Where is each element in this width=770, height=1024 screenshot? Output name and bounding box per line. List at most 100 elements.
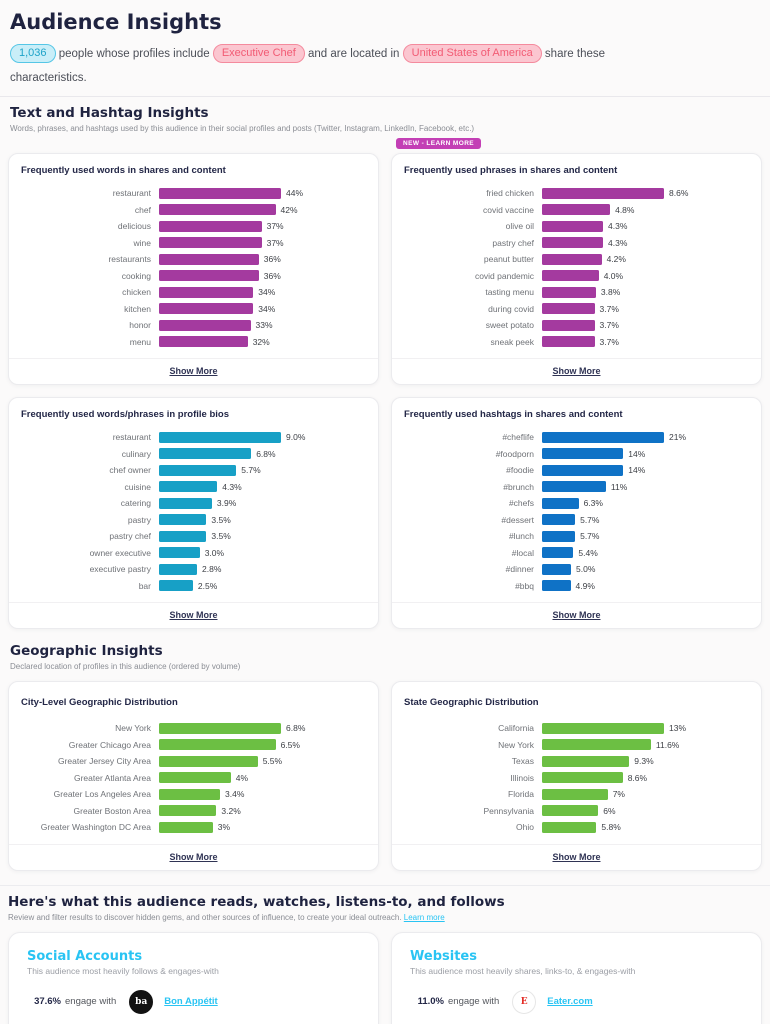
bar-category-label: pastry <box>127 514 151 525</box>
chart-row: #brunch 11% <box>404 479 749 496</box>
chart-row: honor 33% <box>21 317 366 334</box>
chart-row: Greater Washington DC Area 3% <box>21 819 366 836</box>
account-avatar-icon: ba <box>129 989 154 1014</box>
bar-category-label: #bbq <box>515 580 534 591</box>
bar-category-label: tasting menu <box>485 287 534 298</box>
state-chart: California 13% New York 11.6% Texas 9.3% Illin… <box>404 720 749 836</box>
bar <box>159 220 262 232</box>
bar-category-label: #dessert <box>501 514 534 525</box>
bar-category-label: covid vaccine <box>482 204 534 215</box>
bar <box>542 448 624 460</box>
section-geographic: Geographic Insights Declared location of… <box>10 643 762 671</box>
section-title-influence: Here's what this audience reads, watches… <box>8 893 505 910</box>
chart-row: pastry chef 4.3% <box>404 235 749 252</box>
bar-value-label: 3.4% <box>225 789 245 800</box>
bar-category-label: #brunch <box>503 481 534 492</box>
bar-value-label: 4.3% <box>608 237 628 248</box>
location-pill: United States of America <box>402 44 542 63</box>
bar <box>542 431 664 443</box>
bar-category-label: bar <box>138 580 151 591</box>
bar-value-label: 36% <box>263 270 281 281</box>
bar-category-label: chicken <box>122 287 151 298</box>
bar-category-label: Ohio <box>516 822 534 833</box>
show-more-link[interactable]: Show More <box>169 366 218 376</box>
bar <box>159 805 217 817</box>
engage-row: 11.0% engage with E Eater.com <box>410 989 743 1014</box>
bar-category-label: owner executive <box>89 547 151 558</box>
chart-row: #local 5.4% <box>404 545 749 562</box>
engage-row: 37.6% engage with ba Bon Appétit <box>27 989 360 1014</box>
learn-more-link[interactable]: Learn more <box>403 912 445 922</box>
bar <box>159 788 220 800</box>
chart-row: covid vaccine 4.8% <box>404 202 749 219</box>
bar-category-label: covid pandemic <box>474 270 534 281</box>
bar <box>159 722 281 734</box>
show-more-link[interactable]: Show More <box>169 610 218 620</box>
intro-seg2: and are located in <box>308 48 400 60</box>
section-subtitle-geographic: Declared location of profiles in this au… <box>10 662 241 671</box>
bar-category-label: #chefs <box>508 498 534 509</box>
bar <box>159 204 276 216</box>
bar-value-label: 4.0% <box>603 270 624 281</box>
bar <box>542 772 623 784</box>
section-text-hashtag: Text and Hashtag Insights Words, phrases… <box>10 105 762 133</box>
bar-value-label: 33% <box>255 320 273 331</box>
influence-grid: Social Accounts This audience most heavi… <box>8 931 762 1024</box>
bar-category-label: peanut butter <box>483 254 534 265</box>
section-title-geographic: Geographic Insights <box>10 643 163 659</box>
bar <box>542 563 571 575</box>
bar <box>542 481 606 493</box>
chart-row: #bbq 4.9% <box>404 578 749 595</box>
show-more-link[interactable]: Show More <box>552 610 601 620</box>
bar <box>542 722 664 734</box>
bar-value-label: 5.7% <box>241 465 261 476</box>
chart-row: #lunch 5.7% <box>404 528 749 545</box>
chart-row: wine 37% <box>21 235 366 252</box>
account-link[interactable]: Eater.com <box>547 996 593 1007</box>
chart-row: cooking 36% <box>21 268 366 285</box>
chart-row: California 13% <box>404 720 749 737</box>
bar-value-label: 5.8% <box>601 822 621 833</box>
phrases-chart: fried chicken 8.6% covid vaccine 4.8% olive … <box>404 185 749 350</box>
bar-value-label: 42% <box>280 204 298 215</box>
bar <box>159 514 207 526</box>
bar-value-label: 2.5% <box>197 580 218 591</box>
section-subtitle-influence: Review and filter results to discover hi… <box>8 913 762 922</box>
bar-value-label: 4% <box>235 772 249 783</box>
bar-value-label: 13% <box>669 723 687 734</box>
bar-value-label: 4.3% <box>608 221 628 232</box>
bar-value-label: 7% <box>612 789 625 800</box>
bar <box>159 497 212 509</box>
section-title-text-hashtag: Text and Hashtag Insights <box>10 105 209 121</box>
show-more-link[interactable]: Show More <box>552 366 601 376</box>
social-accounts-title: Social Accounts <box>27 948 143 964</box>
card-divider <box>392 843 761 845</box>
account-link[interactable]: Bon Appétit <box>164 996 218 1007</box>
show-more-link[interactable]: Show More <box>169 851 218 862</box>
bar-category-label: Florida <box>508 789 534 800</box>
card-divider <box>9 843 378 845</box>
websites-card: Websites This audience most heavily shar… <box>391 931 762 1024</box>
chart-row: menu 32% <box>21 334 366 351</box>
bar-value-label: 44% <box>286 188 304 199</box>
bar-value-label: 4.9% <box>575 580 595 591</box>
chart-row: covid pandemic 4.0% <box>404 268 749 285</box>
bar <box>159 336 248 348</box>
bar <box>542 788 608 800</box>
bar-value-label: 5.4% <box>578 547 598 558</box>
show-more-link[interactable]: Show More <box>552 851 601 862</box>
words-chart: restaurant 44% chef 42% delicious 37% wine 37% r… <box>21 185 366 350</box>
bar-value-label: 3.5% <box>211 531 231 542</box>
new-learn-more-badge[interactable]: NEW - LEARN MORE <box>396 138 482 149</box>
hashtags-chart-card: Frequently used hashtags in shares and c… <box>391 397 762 629</box>
state-chart-cell: State Geographic Distribution California… <box>391 681 762 871</box>
chart-row: New York 11.6% <box>404 737 749 754</box>
bar <box>159 755 258 767</box>
section-influence: Here's what this audience reads, watches… <box>0 884 770 1024</box>
bar <box>542 821 597 833</box>
bar <box>542 220 603 232</box>
chart-row: catering 3.9% <box>21 495 366 512</box>
